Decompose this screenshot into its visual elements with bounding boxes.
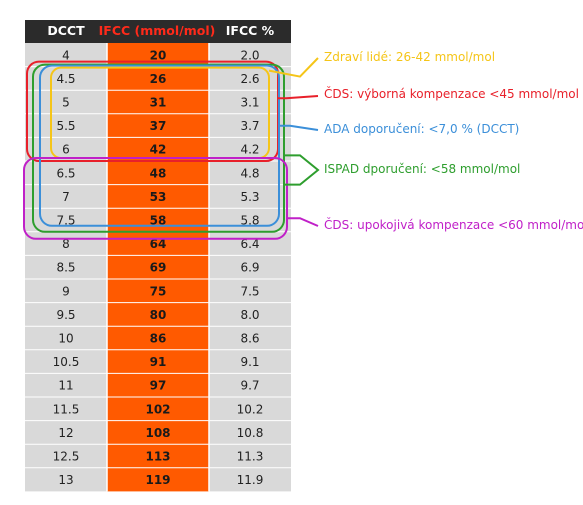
bracket-ada [39, 64, 280, 227]
cell-ifcc-pct: 8.0 [240, 308, 259, 322]
connector-healthy [268, 57, 319, 78]
cell-dcct: 6 [62, 143, 70, 157]
cell-ifcc-mmol: 119 [145, 473, 170, 487]
cell-dcct: 5.5 [56, 119, 75, 133]
cell-ifcc-pct: 2.0 [240, 48, 259, 62]
cell-ifcc-mmol: 42 [150, 143, 167, 157]
cell-dcct: 6.5 [56, 166, 75, 180]
cell-ifcc-mmol: 108 [145, 426, 170, 440]
cell-dcct: 4.5 [56, 72, 75, 86]
cell-ifcc-mmol: 102 [145, 402, 170, 416]
table-header: DCCT IFCC (mmol/mol) IFCC % [47, 23, 274, 38]
cell-ifcc-mmol: 26 [150, 72, 167, 86]
bracket-cds-satisfactory [23, 157, 288, 240]
label-ada: ADA doporučení: <7,0 % (DCCT) [324, 122, 519, 136]
cell-ifcc-pct: 9.1 [240, 355, 259, 369]
header-ifcc-mmol: IFCC (mmol/mol) [99, 23, 216, 38]
cell-ifcc-mmol: 58 [150, 214, 167, 228]
cell-ifcc-pct: 4.8 [240, 166, 259, 180]
connector-cds-satisfactory [287, 217, 319, 227]
cell-dcct: 10 [58, 332, 73, 346]
cell-ifcc-pct: 2.6 [240, 72, 259, 86]
cell-dcct: 8.5 [56, 261, 75, 275]
header-ifcc-pct: IFCC % [226, 23, 275, 38]
cell-ifcc-pct: 11.9 [237, 473, 264, 487]
cell-ifcc-pct: 5.8 [240, 214, 259, 228]
cell-ifcc-pct: 3.7 [240, 119, 259, 133]
cell-dcct: 9.5 [56, 308, 75, 322]
cell-ifcc-pct: 9.7 [240, 379, 259, 393]
cell-dcct: 11 [58, 379, 73, 393]
cell-dcct: 10.5 [53, 355, 80, 369]
range-labels: Zdraví lidé: 26-42 mmol/mol ČDS: výborná… [324, 50, 583, 232]
header-dcct: DCCT [47, 23, 85, 38]
label-cds-excellent: ČDS: výborná kompenzace <45 mmol/mol [324, 86, 579, 101]
cell-ifcc-mmol: 48 [150, 166, 167, 180]
header-background [25, 20, 291, 43]
cell-dcct: 12 [58, 426, 73, 440]
cell-ifcc-mmol: 37 [150, 119, 167, 133]
cell-ifcc-pct: 10.2 [237, 402, 264, 416]
conversion-table: 4 20 2.0 4.5 26 2.6 5 31 3.1 5.5 37 3.7 6 42 4.2 6.5 48 4… [25, 20, 291, 492]
cell-dcct: 11.5 [53, 402, 80, 416]
cell-ifcc-mmol: 20 [150, 48, 167, 62]
ifcc-mmol-column-bg [107, 43, 209, 492]
label-ispad: ISPAD dporučení: <58 mmol/mol [324, 162, 520, 176]
cell-dcct: 9 [62, 284, 70, 298]
cell-dcct: 7.5 [56, 214, 75, 228]
cell-ifcc-mmol: 97 [150, 379, 167, 393]
cell-ifcc-mmol: 86 [150, 332, 167, 346]
dcct-column-bg [25, 43, 107, 492]
cell-ifcc-mmol: 80 [150, 308, 167, 322]
cell-ifcc-mmol: 64 [150, 237, 167, 251]
cell-dcct: 13 [58, 473, 73, 487]
connector-ispad [284, 154, 320, 186]
cell-ifcc-mmol: 69 [150, 261, 167, 275]
connector-cds-excellent [278, 95, 319, 100]
range-brackets [23, 57, 320, 240]
cell-ifcc-mmol: 75 [150, 284, 167, 298]
cell-dcct: 8 [62, 237, 70, 251]
cell-dcct: 4 [62, 48, 70, 62]
cell-ifcc-pct: 3.1 [240, 96, 259, 110]
cell-ifcc-mmol: 113 [145, 450, 170, 464]
cell-ifcc-pct: 4.2 [240, 143, 259, 157]
cell-dcct: 7 [62, 190, 70, 204]
label-cds-satisfactory: ČDS: upokojivá kompenzace <60 mmol/mol [324, 217, 583, 232]
cell-dcct: 12.5 [53, 450, 80, 464]
cell-ifcc-pct: 8.6 [240, 332, 259, 346]
connector-ada [279, 124, 319, 131]
cell-dcct: 5 [62, 96, 70, 110]
label-healthy: Zdraví lidé: 26-42 mmol/mol [324, 50, 495, 64]
cell-ifcc-pct: 6.4 [240, 237, 259, 251]
cell-ifcc-mmol: 53 [150, 190, 167, 204]
cell-ifcc-pct: 10.8 [237, 426, 264, 440]
cell-ifcc-mmol: 91 [150, 355, 167, 369]
cell-ifcc-mmol: 31 [150, 96, 167, 110]
cell-ifcc-pct: 7.5 [240, 284, 259, 298]
cell-ifcc-pct: 11.3 [237, 450, 264, 464]
cell-ifcc-pct: 5.3 [240, 190, 259, 204]
cell-ifcc-pct: 6.9 [240, 261, 259, 275]
